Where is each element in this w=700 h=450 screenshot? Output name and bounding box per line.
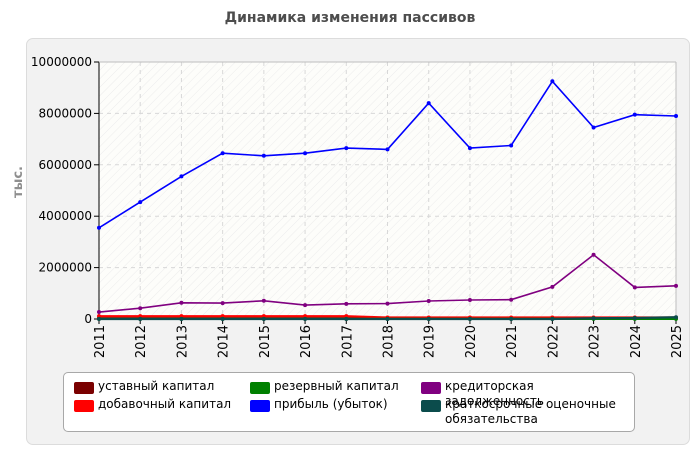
data-point [632, 285, 637, 290]
data-point [261, 298, 266, 303]
series-lines [97, 79, 678, 321]
legend: уставный капитал добавочный капитал резе… [63, 372, 635, 432]
data-point [385, 301, 390, 306]
legend-label: краткосрочные оценочные обязательства [445, 397, 616, 426]
y-tick-label: 8000000 [39, 106, 92, 120]
data-point [261, 153, 266, 158]
data-point [385, 317, 390, 321]
data-point [179, 174, 184, 179]
data-point [138, 200, 143, 205]
legend-label: кредиторская задолженность [445, 379, 544, 408]
x-tick-label: 2016 [299, 325, 314, 358]
data-point [509, 317, 514, 321]
data-point [344, 317, 349, 321]
data-point [220, 151, 225, 156]
x-tick-label: 2022 [546, 325, 561, 358]
x-tick-labels: 2011 2012 2013 2014 2015 2016 2017 2018 2019 2020… [93, 325, 685, 358]
x-tick-label: 2021 [505, 325, 520, 358]
x-tick-label: 2019 [423, 325, 438, 358]
x-tick-label: 2025 [670, 325, 685, 358]
legend-label: уставный капитал [98, 379, 215, 393]
data-point [97, 225, 101, 230]
x-tick-label: 2023 [588, 325, 603, 358]
data-point [591, 252, 596, 257]
legend-item: добавочный капитал [74, 397, 244, 415]
data-point [344, 301, 349, 306]
legend-label: резервный капитал [274, 379, 399, 393]
legend-item: уставный капитал [74, 379, 244, 397]
data-point [138, 306, 143, 311]
x-tick-label: 2013 [175, 325, 190, 358]
data-point [632, 315, 637, 320]
data-point [385, 147, 390, 152]
data-point [591, 125, 596, 130]
data-point [467, 297, 472, 302]
data-point [550, 284, 555, 289]
data-point [179, 300, 184, 305]
x-tick-label: 2011 [93, 325, 108, 358]
y-tick-labels: 0 2000000 4000000 6000000 8000000 10000000 [31, 55, 92, 326]
data-point [591, 316, 596, 321]
y-tick-label: 6000000 [39, 158, 92, 172]
legend-swatch [74, 400, 94, 412]
legend-swatch [250, 382, 270, 394]
data-point [674, 283, 678, 288]
legend-swatch [421, 400, 441, 412]
data-point [303, 317, 308, 321]
data-point [509, 143, 514, 148]
x-tick-label: 2017 [340, 325, 355, 358]
data-point [261, 317, 266, 321]
legend-item: резервный капитал [250, 379, 415, 397]
data-point [467, 146, 472, 151]
data-point [97, 317, 101, 321]
data-point [426, 299, 431, 304]
data-point [303, 151, 308, 156]
data-point [97, 310, 101, 315]
x-tick-label: 2020 [464, 325, 479, 358]
data-point [220, 317, 225, 321]
y-tick-label: 4000000 [39, 209, 92, 223]
legend-item: краткосрочные оценочные обязательства [421, 397, 631, 431]
data-point [550, 317, 555, 321]
x-tick-label: 2024 [629, 325, 644, 358]
legend-item: кредиторская задолженность [421, 379, 631, 408]
data-point [426, 317, 431, 321]
y-tick-label: 2000000 [39, 261, 92, 275]
data-point [138, 317, 143, 321]
legend-swatch [74, 382, 94, 394]
legend-swatch [250, 400, 270, 412]
x-tick-label: 2018 [382, 325, 397, 358]
data-point [550, 79, 555, 84]
data-point [344, 146, 349, 151]
y-tick-label: 0 [84, 312, 92, 326]
y-tick-label: 10000000 [31, 55, 92, 69]
data-point [509, 297, 514, 302]
legend-swatch [421, 382, 441, 394]
x-tick-label: 2015 [258, 325, 273, 358]
data-point [467, 317, 472, 321]
data-point [179, 317, 184, 321]
data-point [674, 113, 678, 118]
data-point [220, 301, 225, 306]
x-tick-label: 2014 [217, 325, 232, 358]
x-tick-label: 2012 [134, 325, 149, 358]
legend-item: прибыль (убыток) [250, 397, 415, 415]
data-point [632, 112, 637, 117]
legend-label: добавочный капитал [98, 397, 232, 411]
legend-label: прибыль (убыток) [274, 397, 388, 411]
data-point [303, 303, 308, 308]
chart-title: Динамика изменения пассивов [224, 10, 476, 26]
data-point [426, 101, 431, 106]
data-point [674, 315, 678, 320]
